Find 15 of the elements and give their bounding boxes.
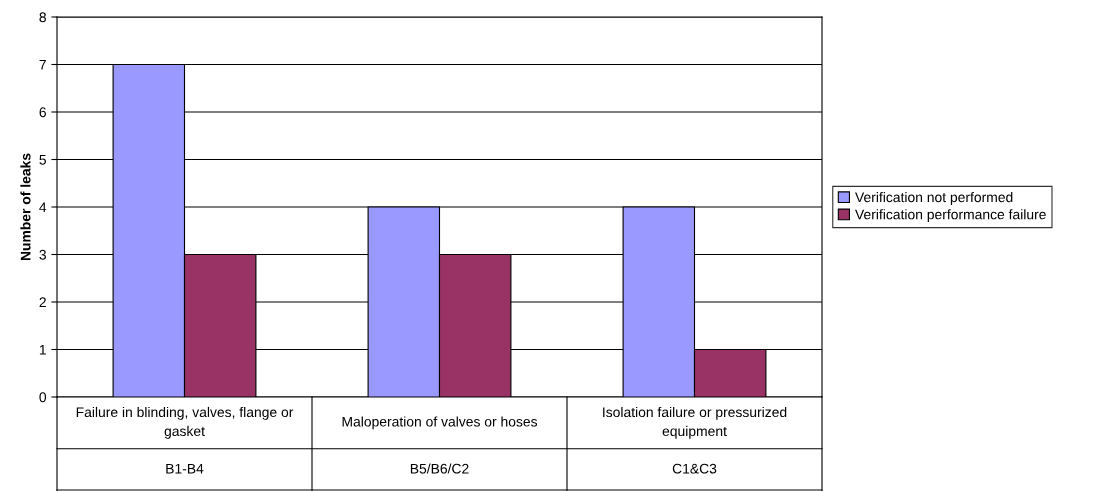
category-label: Failure in blinding, valves, flange or gasket B1-B4 [76,406,294,474]
y-tick-label: 8 [39,12,46,23]
legend-label: Verification performance failure [855,209,1046,223]
y-tick-label: 0 [39,392,47,403]
y-axis-title: Number of leaks [20,153,31,261]
y-tick-label: 5 [39,154,46,165]
category-label: Isolation failure or pressurized equipment C1&C3 [603,406,787,474]
legend-label: Verification not performed [855,191,1013,205]
y-tick-label: 6 [39,107,46,118]
y-tick-label: 1 [39,344,46,355]
y-tick-label: 2 [39,297,46,308]
y-tick-label: 7 [39,59,46,70]
category-label: Maloperation of valves or hoses B5/B6/C2 [342,416,538,474]
y-tick-label: 3 [39,249,46,260]
y-tick-label: 4 [39,202,47,213]
